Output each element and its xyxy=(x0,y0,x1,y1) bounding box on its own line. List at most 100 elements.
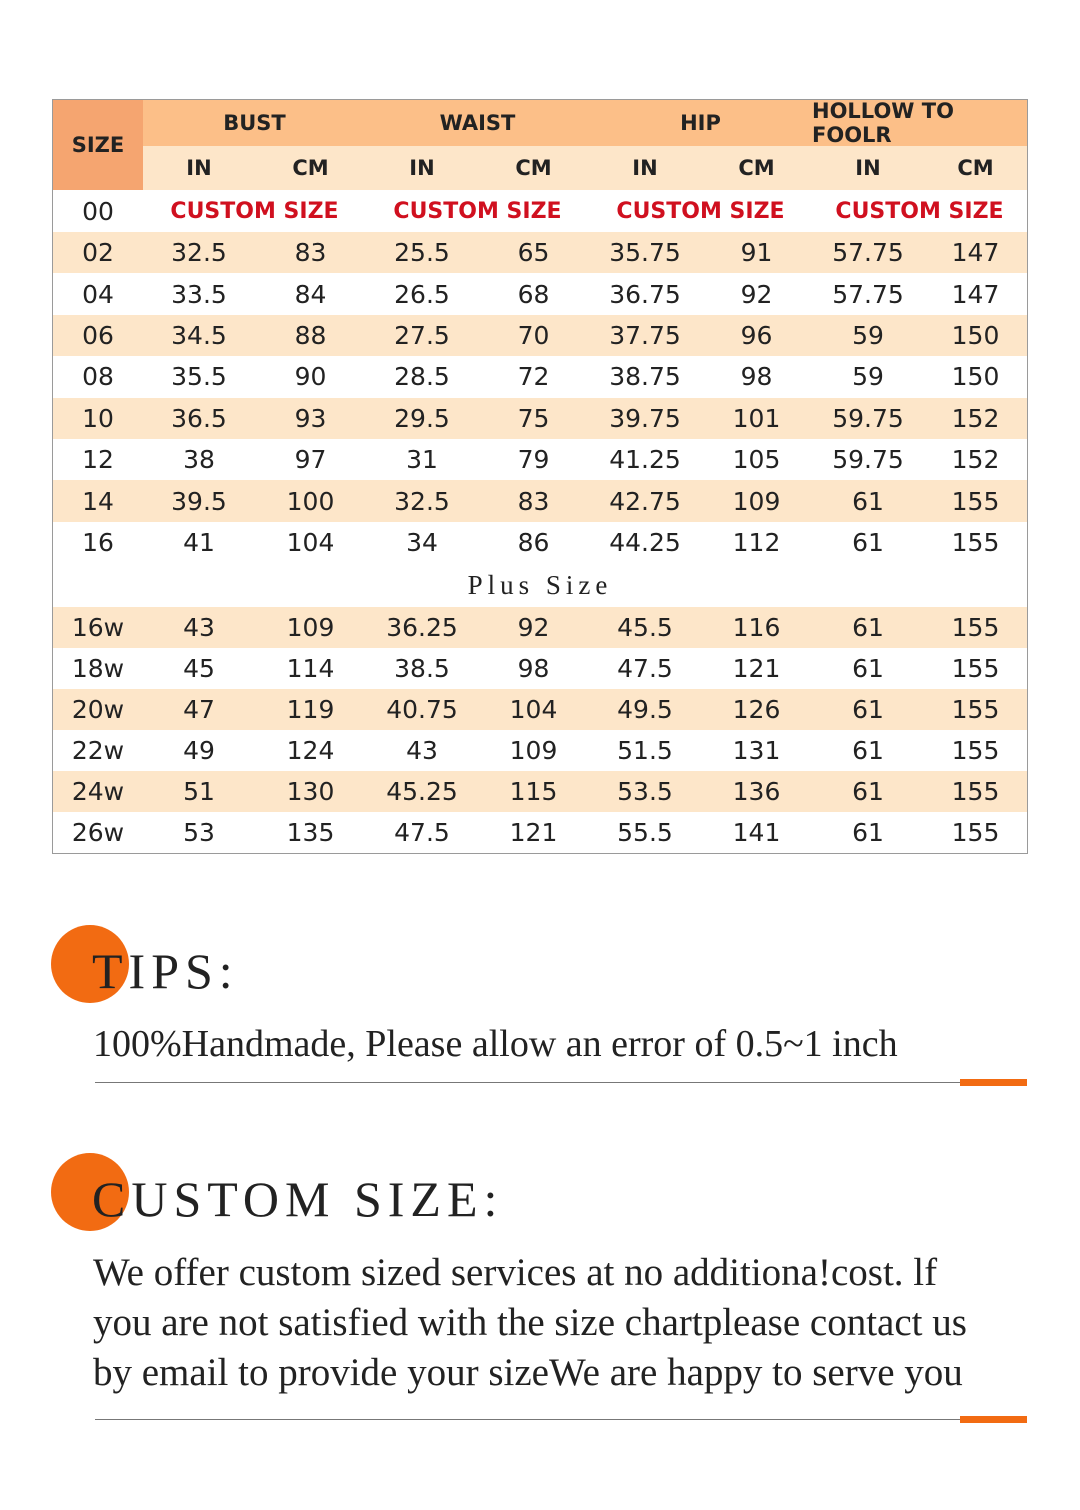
measure-cell: 91 xyxy=(701,232,813,275)
measure-cell: 109 xyxy=(701,480,813,523)
accent-bar xyxy=(960,1416,1027,1423)
measure-cell: 152 xyxy=(924,439,1028,482)
measure-cell: 115 xyxy=(478,771,590,813)
group-header: HIP xyxy=(589,99,813,147)
size-cell: 06 xyxy=(52,314,144,358)
measure-cell: 121 xyxy=(478,812,590,854)
size-cell: 20w xyxy=(52,689,144,731)
measure-cell: 150 xyxy=(924,356,1028,399)
sub-header: IN xyxy=(366,146,479,191)
sub-header: IN xyxy=(143,146,256,191)
measure-cell: 147 xyxy=(924,273,1028,316)
measure-cell: 57.75 xyxy=(812,273,925,316)
measure-cell: 86 xyxy=(478,521,590,565)
measure-cell: 61 xyxy=(812,689,925,731)
measure-cell: 124 xyxy=(255,730,367,772)
size-cell: 00 xyxy=(52,190,144,233)
custom-size-line: by email to provide your sizeWe are happ… xyxy=(93,1351,963,1394)
measure-cell: 39.75 xyxy=(589,397,702,440)
tips-title: TIPS: xyxy=(92,943,239,999)
measure-cell: 93 xyxy=(255,397,367,440)
measure-cell: 65 xyxy=(478,232,590,275)
measure-cell: 43 xyxy=(143,607,256,649)
custom-size-line: you are not satisfied with the size char… xyxy=(93,1301,967,1344)
measure-cell: 35.75 xyxy=(589,232,702,275)
measure-cell: 53.5 xyxy=(589,771,702,813)
measure-cell: 38.75 xyxy=(589,356,702,399)
size-cell: 12 xyxy=(52,439,144,482)
measure-cell: 45.5 xyxy=(589,607,702,649)
measure-cell: 83 xyxy=(478,480,590,523)
measure-cell: 28.5 xyxy=(366,356,479,399)
size-cell: 10 xyxy=(52,397,144,440)
custom-size-cell: CUSTOM SIZE xyxy=(143,190,367,233)
measure-cell: 155 xyxy=(924,648,1028,690)
measure-cell: 25.5 xyxy=(366,232,479,275)
size-cell: 02 xyxy=(52,232,144,275)
measure-cell: 109 xyxy=(255,607,367,649)
measure-cell: 126 xyxy=(701,689,813,731)
measure-cell: 136 xyxy=(701,771,813,813)
measure-cell: 59.75 xyxy=(812,397,925,440)
size-cell: 26w xyxy=(52,812,144,854)
measure-cell: 72 xyxy=(478,356,590,399)
circle-icon xyxy=(51,1153,129,1231)
measure-cell: 141 xyxy=(701,812,813,854)
sub-header: CM xyxy=(924,146,1028,191)
custom-size-line: We offer custom sized services at no add… xyxy=(93,1251,938,1294)
divider xyxy=(95,1082,1027,1083)
measure-cell: 112 xyxy=(701,521,813,565)
measure-cell: 105 xyxy=(701,439,813,482)
size-cell: 18w xyxy=(52,648,144,690)
size-cell: 24w xyxy=(52,771,144,813)
measure-cell: 155 xyxy=(924,771,1028,813)
measure-cell: 32.5 xyxy=(366,480,479,523)
measure-cell: 131 xyxy=(701,730,813,772)
sub-header: CM xyxy=(255,146,367,191)
measure-cell: 116 xyxy=(701,607,813,649)
measure-cell: 61 xyxy=(812,648,925,690)
measure-cell: 100 xyxy=(255,480,367,523)
group-header: BUST xyxy=(143,99,367,147)
measure-cell: 155 xyxy=(924,730,1028,772)
measure-cell: 121 xyxy=(701,648,813,690)
measure-cell: 26.5 xyxy=(366,273,479,316)
measure-cell: 55.5 xyxy=(589,812,702,854)
measure-cell: 57.75 xyxy=(812,232,925,275)
measure-cell: 61 xyxy=(812,771,925,813)
measure-cell: 155 xyxy=(924,689,1028,731)
measure-cell: 51 xyxy=(143,771,256,813)
custom-size-cell: CUSTOM SIZE xyxy=(589,190,813,233)
measure-cell: 42.75 xyxy=(589,480,702,523)
measure-cell: 79 xyxy=(478,439,590,482)
sub-header: CM xyxy=(478,146,590,191)
measure-cell: 97 xyxy=(255,439,367,482)
size-cell: 14 xyxy=(52,480,144,523)
measure-cell: 130 xyxy=(255,771,367,813)
group-header: WAIST xyxy=(366,99,590,147)
measure-cell: 61 xyxy=(812,812,925,854)
sub-header: IN xyxy=(812,146,925,191)
measure-cell: 90 xyxy=(255,356,367,399)
measure-cell: 147 xyxy=(924,232,1028,275)
size-cell: 16 xyxy=(52,521,144,565)
measure-cell: 88 xyxy=(255,314,367,358)
circle-icon xyxy=(51,925,129,1003)
measure-cell: 38 xyxy=(143,439,256,482)
measure-cell: 45.25 xyxy=(366,771,479,813)
measure-cell: 98 xyxy=(478,648,590,690)
measure-cell: 39.5 xyxy=(143,480,256,523)
custom-size-cell: CUSTOM SIZE xyxy=(366,190,590,233)
measure-cell: 45 xyxy=(143,648,256,690)
measure-cell: 41 xyxy=(143,521,256,565)
measure-cell: 135 xyxy=(255,812,367,854)
size-cell: 22w xyxy=(52,730,144,772)
size-cell: 04 xyxy=(52,273,144,316)
measure-cell: 47.5 xyxy=(589,648,702,690)
measure-cell: 59 xyxy=(812,314,925,358)
measure-cell: 47 xyxy=(143,689,256,731)
measure-cell: 44.25 xyxy=(589,521,702,565)
measure-cell: 92 xyxy=(478,607,590,649)
measure-cell: 49.5 xyxy=(589,689,702,731)
measure-cell: 101 xyxy=(701,397,813,440)
